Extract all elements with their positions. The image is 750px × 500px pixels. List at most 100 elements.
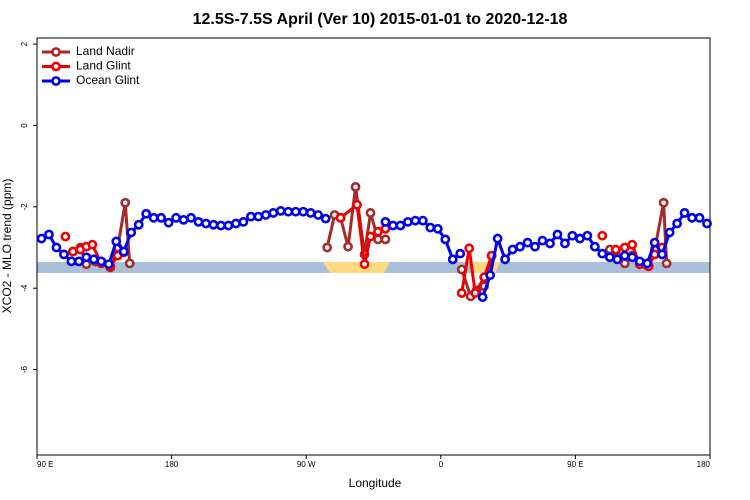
point	[610, 244, 621, 255]
point	[124, 258, 135, 269]
point	[661, 258, 672, 269]
point	[373, 234, 383, 245]
point	[388, 220, 398, 231]
point	[126, 227, 137, 238]
point	[649, 237, 660, 248]
point	[313, 210, 324, 220]
legend-label: Land Nadir	[76, 44, 135, 58]
point	[492, 233, 503, 244]
point	[687, 212, 697, 223]
point	[380, 234, 391, 245]
point	[507, 244, 518, 255]
point	[567, 230, 578, 241]
point	[447, 254, 458, 265]
point	[627, 239, 638, 250]
point	[163, 217, 174, 228]
point	[455, 248, 466, 259]
point	[350, 181, 361, 192]
point	[343, 241, 353, 252]
point	[574, 233, 585, 244]
point	[417, 215, 428, 226]
x-axis-label: Longitude	[349, 476, 402, 490]
point	[171, 212, 181, 223]
x-tick-label: 180	[165, 460, 179, 469]
point	[500, 254, 511, 265]
point	[425, 222, 436, 233]
point	[148, 212, 159, 223]
point	[589, 241, 600, 252]
point	[352, 199, 362, 210]
point	[245, 211, 256, 222]
point	[470, 288, 481, 298]
point	[619, 242, 630, 253]
point	[223, 220, 234, 231]
point	[268, 208, 279, 218]
point	[515, 241, 525, 252]
point	[582, 230, 593, 241]
point	[395, 220, 406, 231]
point	[66, 256, 77, 267]
point	[120, 197, 131, 208]
point	[545, 238, 555, 249]
point	[298, 206, 309, 217]
point	[133, 219, 144, 230]
point	[552, 229, 563, 240]
point	[604, 252, 615, 263]
point	[694, 212, 705, 223]
point	[597, 248, 608, 259]
point	[619, 258, 630, 269]
point	[290, 206, 301, 217]
point	[634, 256, 645, 267]
point	[260, 210, 271, 220]
point	[432, 223, 443, 234]
point	[81, 252, 92, 263]
point	[464, 243, 475, 254]
point	[679, 208, 690, 218]
legend-label: Land Glint	[76, 59, 131, 73]
point	[657, 249, 668, 260]
point	[642, 258, 653, 269]
point	[36, 233, 47, 244]
point	[440, 234, 451, 245]
x-tick-label: 90 W	[297, 460, 316, 469]
point	[88, 254, 99, 265]
point	[60, 231, 71, 242]
point	[51, 242, 62, 253]
legend-marker	[51, 47, 61, 57]
plot-frame	[36, 37, 711, 456]
point	[530, 241, 540, 252]
point	[335, 212, 346, 223]
point	[186, 212, 196, 223]
x-tick-label: 0	[439, 460, 444, 469]
point	[193, 216, 204, 227]
point	[380, 216, 391, 227]
point	[365, 231, 376, 242]
point	[238, 216, 249, 227]
point	[619, 250, 630, 261]
point	[664, 227, 675, 238]
point	[373, 226, 383, 237]
y-tick-label: 2	[20, 41, 29, 46]
point	[208, 219, 219, 230]
point	[216, 220, 226, 231]
point	[365, 208, 376, 218]
land-band	[323, 262, 390, 273]
point	[320, 213, 331, 224]
point	[253, 211, 264, 222]
point	[627, 252, 638, 263]
y-axis-label: XCO2 - MLO trend (ppm)	[0, 179, 14, 314]
point	[477, 292, 488, 303]
point	[201, 218, 211, 229]
point	[402, 216, 413, 227]
legend-marker	[51, 61, 61, 72]
point	[305, 208, 316, 218]
point	[560, 238, 570, 249]
point	[522, 237, 533, 248]
point	[103, 259, 114, 270]
legend-label: Ocean Glint	[76, 73, 140, 87]
point	[178, 214, 189, 225]
point	[672, 218, 682, 229]
y-tick-label: -4	[20, 284, 29, 292]
point	[658, 197, 669, 208]
